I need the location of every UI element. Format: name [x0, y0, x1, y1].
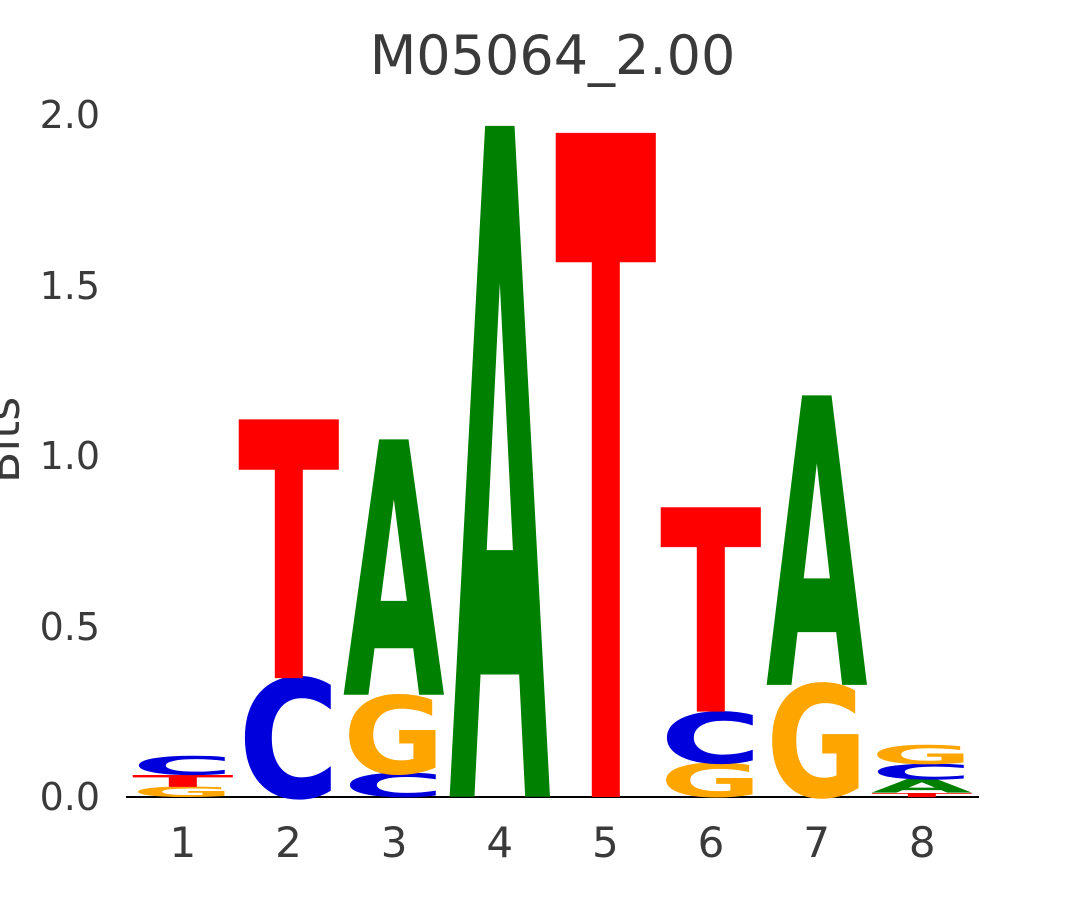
logo-letter-t: T — [871, 792, 973, 798]
logo-letter-c: C — [660, 698, 762, 779]
svg-text:G: G — [132, 784, 234, 800]
y-tick-label: 1.0 — [39, 434, 100, 478]
x-tick-label: 8 — [908, 818, 936, 867]
svg-text:T: T — [238, 349, 340, 762]
logo-letter-a: A — [449, 0, 552, 900]
logo-letter-g: G — [132, 784, 234, 800]
logo-letter-t: T — [660, 453, 762, 779]
logo-letter-a: A — [766, 317, 869, 779]
svg-text:T: T — [132, 772, 234, 791]
y-tick-label: 1.5 — [39, 263, 100, 308]
y-tick-label: 2.0 — [39, 93, 100, 137]
logo-letter-g: G — [766, 654, 868, 833]
x-tick-label: 5 — [591, 818, 619, 867]
svg-text:A: A — [343, 370, 446, 777]
svg-text:G: G — [343, 675, 445, 799]
y-axis-ticks: 0.0 0.5 1.0 1.5 2.0 — [0, 93, 100, 819]
svg-text:C: C — [871, 760, 973, 784]
logo-letter-g: G — [660, 754, 762, 808]
logo-letter-a: A — [343, 370, 446, 777]
svg-text:G: G — [766, 654, 868, 833]
svg-text:C: C — [238, 645, 340, 836]
svg-text:C: C — [660, 698, 762, 779]
logo-letter-t: T — [132, 772, 234, 791]
svg-text:A: A — [449, 0, 552, 900]
x-axis-line — [126, 796, 979, 798]
svg-text:T: T — [555, 0, 657, 900]
logo-letter-c: C — [343, 767, 445, 805]
y-tick-label: 0.0 — [39, 775, 100, 819]
logo-letter-c: C — [871, 760, 973, 784]
svg-text:T: T — [660, 453, 762, 779]
logo-letter-g: G — [343, 675, 445, 799]
svg-text:A: A — [871, 776, 973, 798]
x-axis-ticks: 1 2 3 4 5 6 7 8 — [130, 818, 975, 878]
svg-text:G: G — [871, 740, 973, 770]
chart-title: M05064_2.00 — [369, 24, 736, 87]
svg-text:G: G — [660, 754, 762, 808]
logo-letter-t: T — [555, 0, 657, 900]
svg-text:C: C — [343, 767, 445, 805]
x-tick-label: 2 — [275, 818, 302, 867]
x-tick-label: 1 — [169, 818, 197, 867]
y-tick-label: 0.5 — [39, 604, 100, 649]
x-tick-label: 3 — [380, 818, 408, 867]
logo-letter-g: G — [871, 740, 973, 770]
svg-text:A: A — [766, 317, 869, 779]
x-tick-label: 4 — [486, 818, 514, 867]
svg-text:C: C — [132, 751, 234, 781]
logo-letter-c: C — [238, 645, 340, 836]
svg-text:T: T — [871, 792, 973, 798]
logo-letter-a: A — [871, 776, 973, 798]
logo-letter-t: T — [238, 349, 340, 762]
x-tick-label: 6 — [697, 818, 725, 867]
logo-letter-c: C — [132, 751, 234, 781]
x-tick-label: 7 — [803, 818, 830, 867]
